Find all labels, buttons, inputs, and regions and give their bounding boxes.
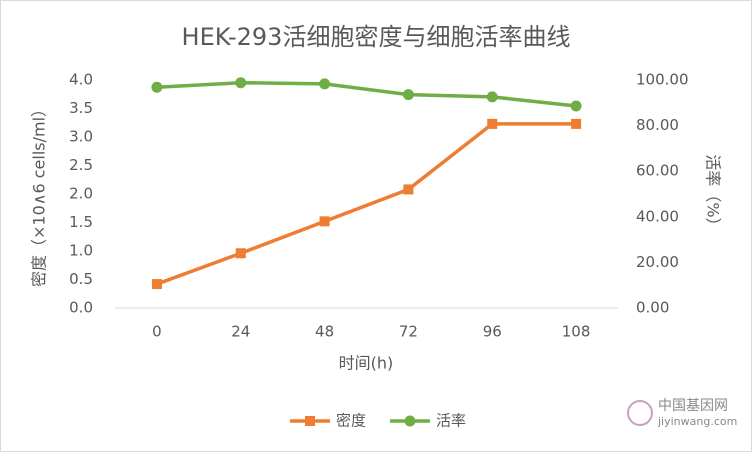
y2-tick-label: 40.00 xyxy=(636,207,679,225)
x-tick-label: 108 xyxy=(562,323,591,341)
y-tick-label: 3.0 xyxy=(69,128,93,146)
series-line xyxy=(156,122,577,286)
legend-label: 密度 xyxy=(336,412,366,430)
x-tick-label: 96 xyxy=(483,323,502,341)
y2-tick-label: 0.00 xyxy=(636,299,669,317)
y2-tick-label: 100.00 xyxy=(636,71,689,89)
y2-tick-label: 60.00 xyxy=(636,162,679,180)
watermark: 中国基因网 jiyinwang.com xyxy=(627,397,737,428)
point xyxy=(570,100,582,112)
y-tick-label: 0.0 xyxy=(69,299,93,317)
point xyxy=(487,118,498,129)
y-tick-label: 1.0 xyxy=(69,242,93,260)
x-tick-label: 48 xyxy=(315,323,334,341)
y-tick-label: 4.0 xyxy=(69,71,93,89)
y2-tick-label: 80.00 xyxy=(636,116,679,134)
point xyxy=(235,248,246,259)
y-tick-label: 2.0 xyxy=(69,185,93,203)
legend-marker xyxy=(305,416,315,426)
y-tick-label: 2.5 xyxy=(69,156,93,174)
y-tick-label: 0.5 xyxy=(69,270,93,288)
point xyxy=(571,118,582,129)
watermark-logo xyxy=(627,400,653,426)
y2-axis-label: 活率（%） xyxy=(704,154,723,233)
chart-title: HEK-293活细胞密度与细胞活率曲线 xyxy=(182,23,571,51)
series-line xyxy=(156,80,577,108)
x-tick-label: 0 xyxy=(152,323,162,341)
legend-label: 活率 xyxy=(436,412,466,430)
x-tick-label: 72 xyxy=(399,323,418,341)
watermark-url: jiyinwang.com xyxy=(657,415,737,428)
point xyxy=(151,81,163,93)
legend-marker xyxy=(404,415,416,427)
watermark-name: 中国基因网 xyxy=(658,397,728,414)
point xyxy=(319,216,330,227)
point xyxy=(486,91,498,103)
point xyxy=(151,279,162,290)
y2-tick-label: 20.00 xyxy=(636,253,679,271)
y-tick-label: 3.5 xyxy=(69,99,93,117)
y-tick-label: 1.5 xyxy=(69,213,93,231)
y-axis-label: 密度（×10∧6 cells/ml） xyxy=(30,101,49,287)
point xyxy=(403,184,414,195)
x-tick-label: 24 xyxy=(231,323,250,341)
x-axis-label: 时间(h) xyxy=(339,354,394,373)
point xyxy=(235,77,247,89)
point xyxy=(319,78,331,90)
point xyxy=(402,89,414,101)
